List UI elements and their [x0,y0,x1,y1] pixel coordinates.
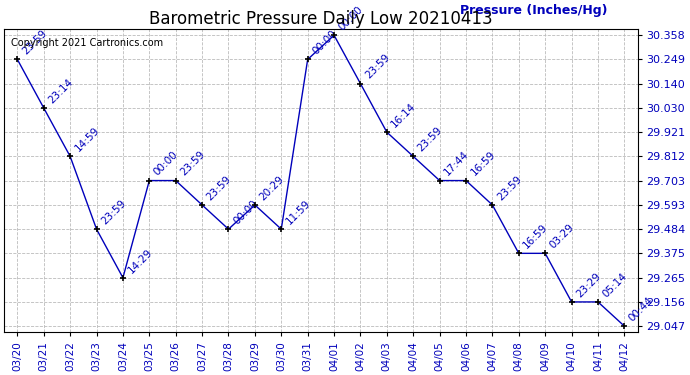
Text: 23:59: 23:59 [99,198,128,226]
Text: 16:59: 16:59 [469,149,497,178]
Text: 00:00: 00:00 [231,198,259,226]
Text: 11:59: 11:59 [284,198,313,226]
Text: 20:29: 20:29 [257,174,286,202]
Text: 23:59: 23:59 [179,149,207,178]
Text: 05:14: 05:14 [601,271,629,299]
Text: 16:14: 16:14 [390,101,418,129]
Text: Pressure (Inches/Hg): Pressure (Inches/Hg) [460,4,608,17]
Text: 23:59: 23:59 [416,125,444,154]
Text: 23:59: 23:59 [20,28,48,57]
Text: 00:44: 00:44 [627,295,656,323]
Text: 17:44: 17:44 [442,149,471,178]
Text: 23:59: 23:59 [495,174,524,202]
Text: 00:00: 00:00 [152,150,180,178]
Title: Barometric Pressure Daily Low 20210413: Barometric Pressure Daily Low 20210413 [149,10,493,28]
Text: 23:14: 23:14 [46,77,75,105]
Text: 14:29: 14:29 [126,247,154,275]
Text: 00:00: 00:00 [310,28,339,57]
Text: 23:29: 23:29 [574,271,603,299]
Text: 03:29: 03:29 [548,222,576,251]
Text: 23:59: 23:59 [363,53,392,81]
Text: 16:59: 16:59 [522,222,550,251]
Text: Copyright 2021 Cartronics.com: Copyright 2021 Cartronics.com [10,39,163,48]
Text: 14:59: 14:59 [73,125,101,154]
Text: 23:59: 23:59 [205,174,233,202]
Text: 00:00: 00:00 [337,4,365,33]
